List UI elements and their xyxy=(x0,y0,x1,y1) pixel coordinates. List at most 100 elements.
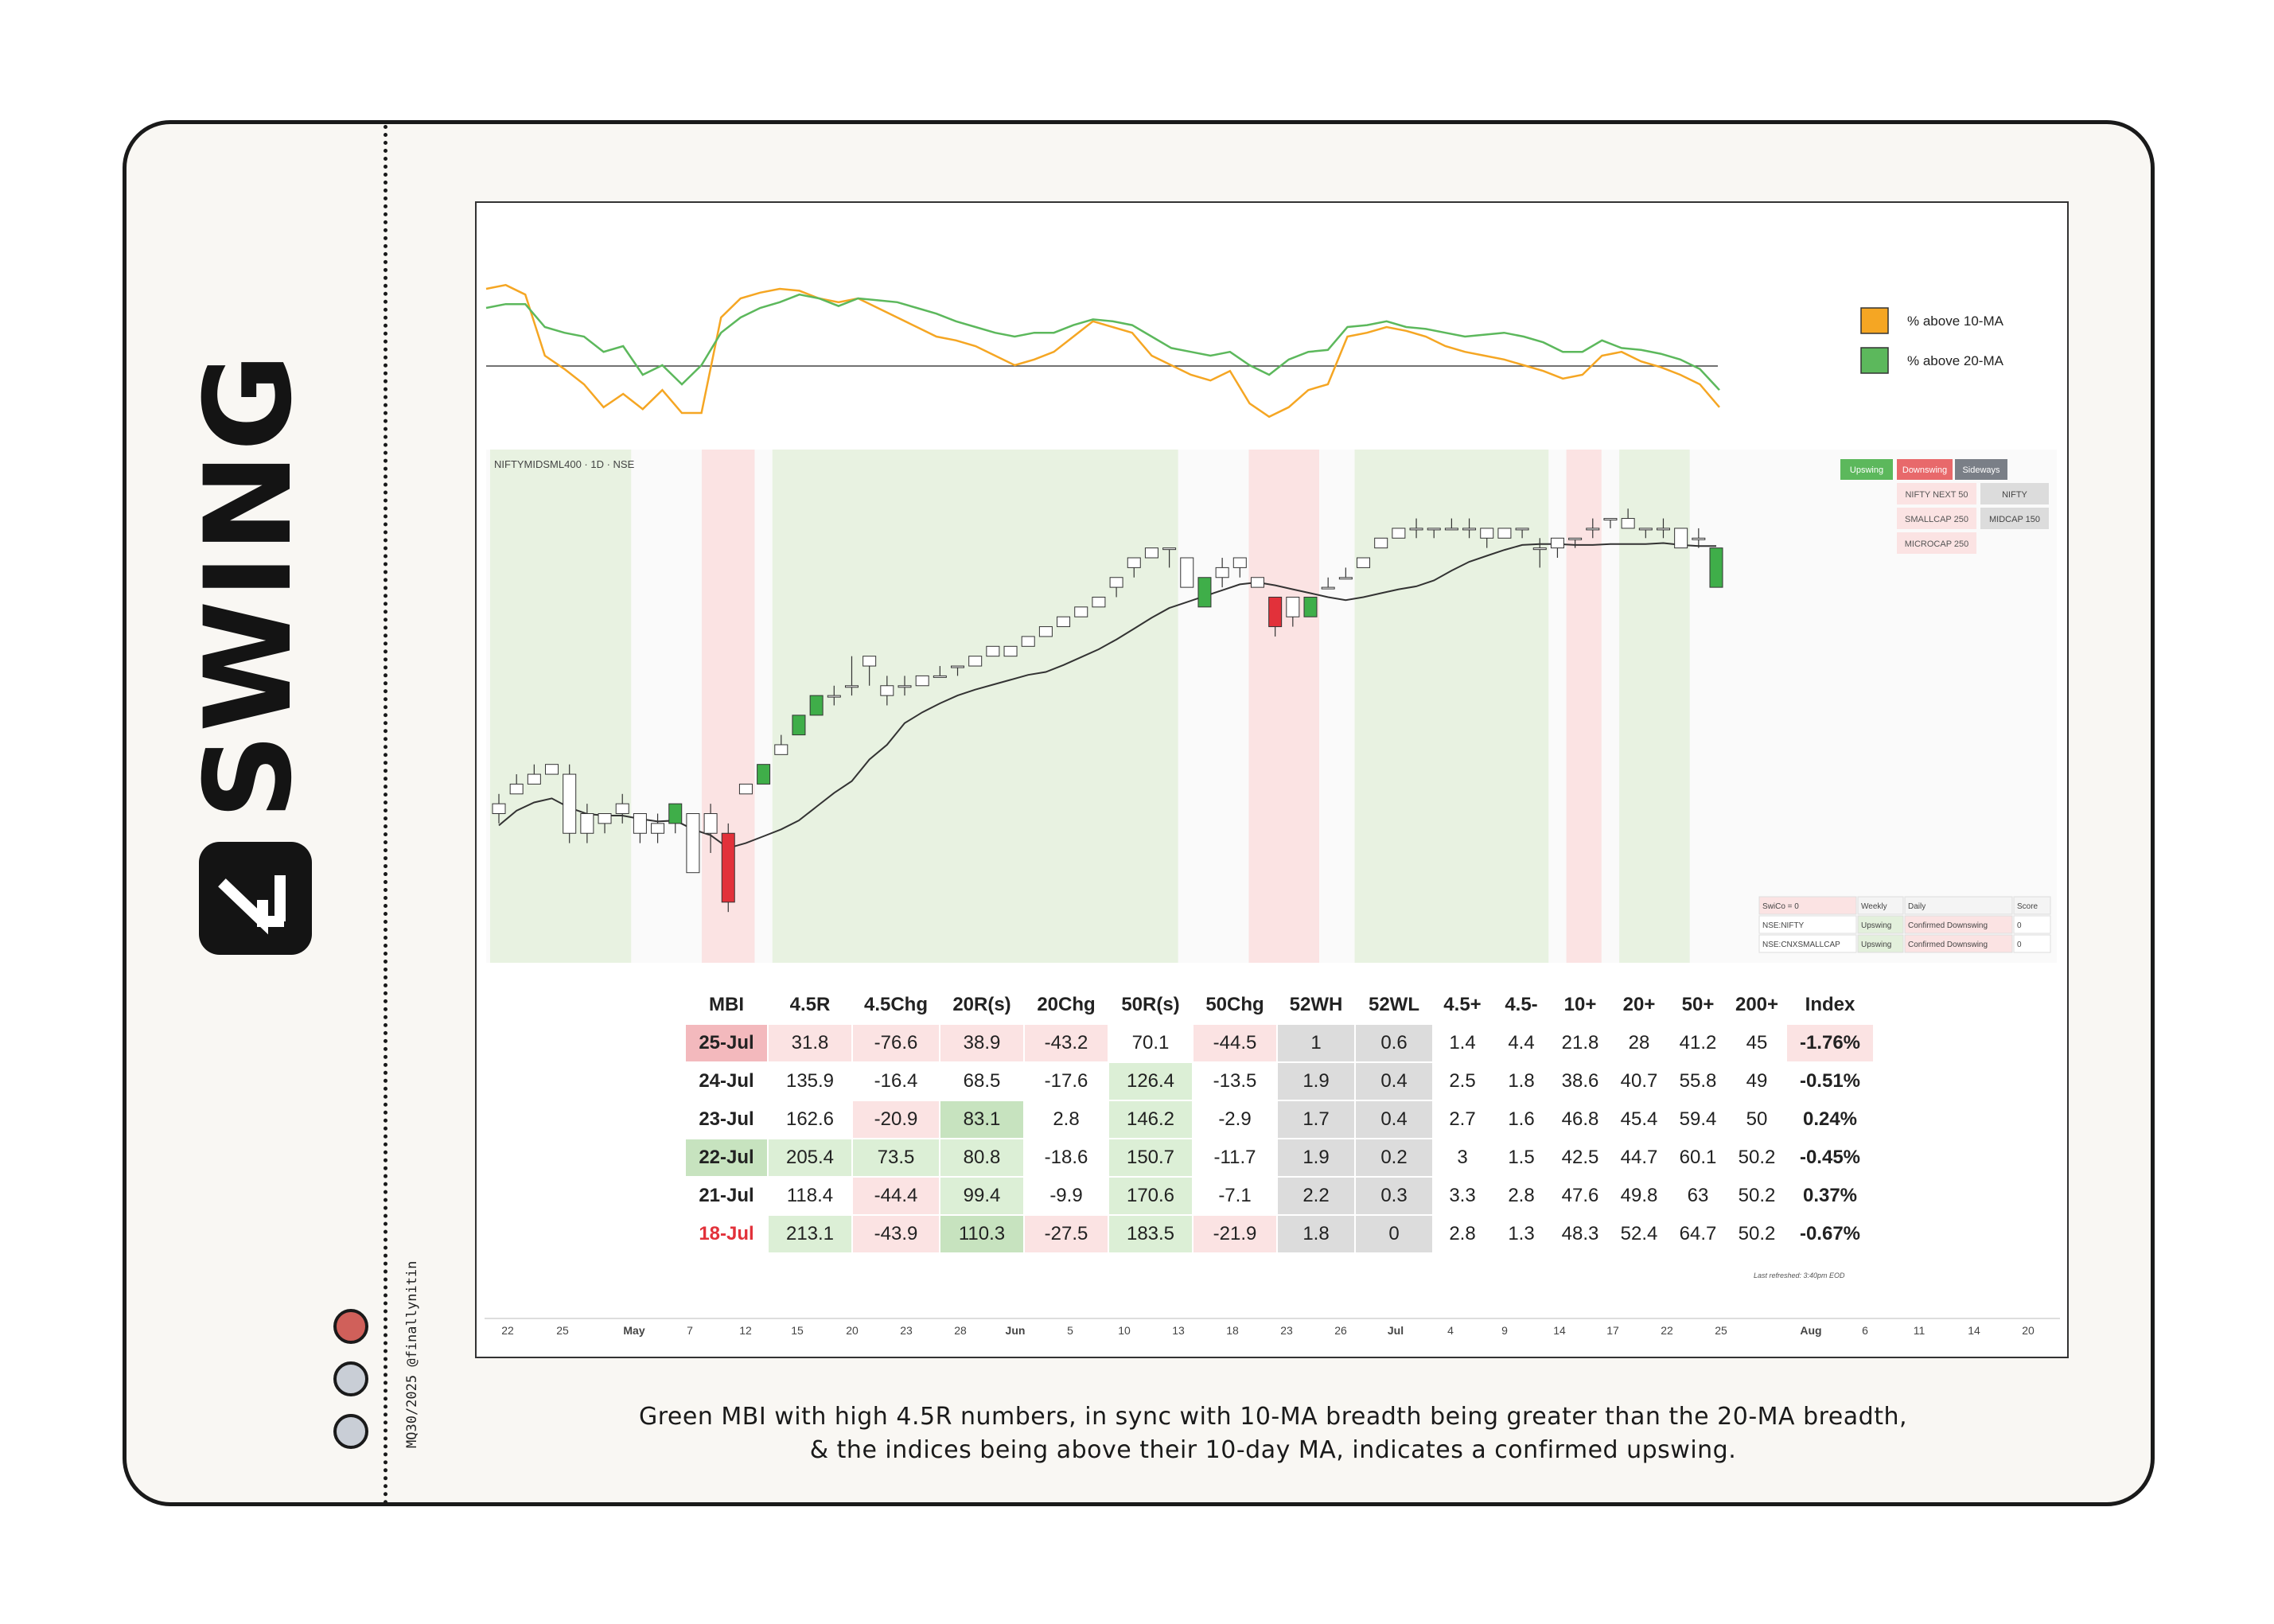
mbi-cell: 31.8 xyxy=(769,1025,851,1061)
candle-body xyxy=(1232,557,1247,568)
mbi-cell: 1.7 xyxy=(1278,1101,1354,1138)
mbi-cell: 3.3 xyxy=(1449,1185,1476,1206)
candle-body xyxy=(862,656,877,667)
candle-body xyxy=(1462,528,1477,531)
mbi-cell: 0.3 xyxy=(1356,1178,1432,1214)
swico-cell-label: Confirmed Downswing xyxy=(1908,941,1988,949)
mbi-date-cell: 18-Jul xyxy=(699,1223,754,1244)
swico-cell xyxy=(2013,915,2051,934)
swico-cell-label: SwiCo = 0 xyxy=(1762,902,1799,911)
mbi-cell: 213.1 xyxy=(769,1216,851,1252)
moving-average-line xyxy=(498,542,1716,849)
mbi-cell: 1.3 xyxy=(1508,1223,1535,1244)
mbi-cell: 170.6 xyxy=(1109,1178,1192,1214)
mbi-header-cell: 20Chg xyxy=(1037,994,1096,1015)
mbi-header-cell: 4.5+ xyxy=(1443,994,1482,1015)
mbi-cell: 41.2 xyxy=(1679,1032,1717,1053)
candle-body xyxy=(703,813,718,834)
candle-body xyxy=(738,783,753,795)
swing-logo-icon xyxy=(199,842,312,955)
mbi-cell: -43.2 xyxy=(1025,1025,1108,1061)
mbi-date-cell: 23-Jul xyxy=(699,1108,754,1130)
status-dot-gray xyxy=(333,1361,368,1396)
mbi-cell: 50.2 xyxy=(1738,1185,1776,1206)
candle-body xyxy=(792,715,806,736)
mbi-cell: -7.1 xyxy=(1218,1185,1252,1206)
mbi-cell: -44.5 xyxy=(1193,1025,1276,1061)
mbi-header-cell: MBI xyxy=(709,994,744,1015)
mbi-row: 24-Jul 135.9 -16.4 68.5 -17.6 126.4 -13.5 1.9 0.… xyxy=(686,1063,1873,1100)
x-tick-label: 28 xyxy=(954,1324,967,1337)
legend-swatch xyxy=(1860,307,1889,334)
swing-band xyxy=(1248,450,1319,963)
candle-body xyxy=(1162,547,1177,551)
mbi-cell: 49.8 xyxy=(1620,1185,1658,1206)
mbi-cell: 42.5 xyxy=(1561,1147,1599,1168)
candle-body xyxy=(1603,518,1618,521)
mbi-cell: -9.9 xyxy=(1049,1185,1083,1206)
candle-body xyxy=(1409,528,1423,531)
candle-body xyxy=(1215,567,1229,578)
mbi-cell: -44.4 xyxy=(853,1178,939,1214)
x-tick-label: 22 xyxy=(1661,1324,1673,1337)
status-dot-red xyxy=(333,1309,368,1344)
mbi-cell: 64.7 xyxy=(1679,1223,1717,1244)
x-tick-label: 9 xyxy=(1501,1324,1508,1337)
x-tick-label: 26 xyxy=(1334,1324,1347,1337)
caption: Green MBI with high 4.5R numbers, in syn… xyxy=(509,1400,2037,1467)
mbi-cell: 0.4 xyxy=(1356,1101,1432,1138)
candle-body xyxy=(1250,577,1264,588)
candle-body xyxy=(1692,537,1706,540)
status-legend-header xyxy=(1897,459,1953,480)
last-refreshed: Last refreshed: 3:40pm EOD xyxy=(1754,1272,1845,1279)
candle-body xyxy=(1568,537,1583,540)
candle-body xyxy=(1321,586,1335,590)
mbi-cell: 1.8 xyxy=(1508,1070,1535,1092)
mbi-header-cell: 4.5- xyxy=(1505,994,1538,1015)
x-tick-label: Jun xyxy=(1006,1324,1026,1337)
price-chart-title: NIFTYMIDSML400 · 1D · NSE xyxy=(494,458,635,470)
candle-body xyxy=(1092,596,1106,608)
candle-body xyxy=(1057,616,1071,628)
candle-body xyxy=(1197,577,1212,608)
mbi-cell: 2.7 xyxy=(1449,1108,1476,1130)
mbi-cell: 50.2 xyxy=(1738,1223,1776,1244)
mbi-row: 25-Jul 31.8 -76.6 38.9 -43.2 70.1 -44.5 1 0.6 1.4… xyxy=(686,1025,1873,1061)
mbi-header-cell: 50R(s) xyxy=(1121,994,1180,1015)
candle-body xyxy=(951,665,965,668)
mbi-cell: 126.4 xyxy=(1109,1063,1192,1100)
mbi-cell: 1.9 xyxy=(1278,1139,1354,1176)
mbi-cell: 135.9 xyxy=(785,1070,835,1092)
candle-body xyxy=(1374,537,1388,549)
swico-cell xyxy=(1904,896,2013,915)
mbi-cell: 4.4 xyxy=(1508,1032,1535,1053)
mbi-cell: 1.4 xyxy=(1449,1032,1476,1053)
mbi-cell: -27.5 xyxy=(1025,1216,1108,1252)
candle-body xyxy=(986,645,1000,657)
mbi-cell: 0 xyxy=(1356,1216,1432,1252)
mbi-cell: 0.2 xyxy=(1356,1139,1432,1176)
mbi-date-cell: 25-Jul xyxy=(686,1025,767,1061)
status-legend-downswing-label: NIFTY NEXT 50 xyxy=(1905,490,1968,500)
swico-cell-label: NSE:CNXSMALLCAP xyxy=(1762,941,1840,949)
mbi-row: 22-Jul 205.4 73.5 80.8 -18.6 150.7 -11.7 1.9 0.2… xyxy=(686,1139,1873,1176)
mbi-row: 21-Jul 118.4 -44.4 99.4 -9.9 170.6 -7.1 2.2 0.3 3… xyxy=(686,1178,1873,1214)
mbi-date-cell: 24-Jul xyxy=(699,1070,754,1092)
mbi-date-cell: 21-Jul xyxy=(699,1185,754,1206)
status-legend-downswing-label: MICROCAP 250 xyxy=(1905,539,1969,549)
candle-body xyxy=(1444,528,1458,531)
brand-title: SWING xyxy=(180,352,318,820)
x-tick-label: Jul xyxy=(1388,1324,1404,1337)
mbi-cell: 60.1 xyxy=(1679,1147,1717,1168)
candle-body xyxy=(968,656,983,667)
mbi-cell: 2.2 xyxy=(1278,1178,1354,1214)
candle-body xyxy=(509,783,524,795)
status-legend-downswing-item xyxy=(1897,508,1976,529)
x-tick-label: 17 xyxy=(1606,1324,1619,1337)
mbi-cell: 99.4 xyxy=(940,1178,1023,1214)
swico-cell xyxy=(1758,915,1857,934)
x-tick-label: 25 xyxy=(556,1324,569,1337)
x-tick-label: 13 xyxy=(1172,1324,1185,1337)
candle-body xyxy=(1357,557,1371,568)
candle-body xyxy=(686,813,700,874)
